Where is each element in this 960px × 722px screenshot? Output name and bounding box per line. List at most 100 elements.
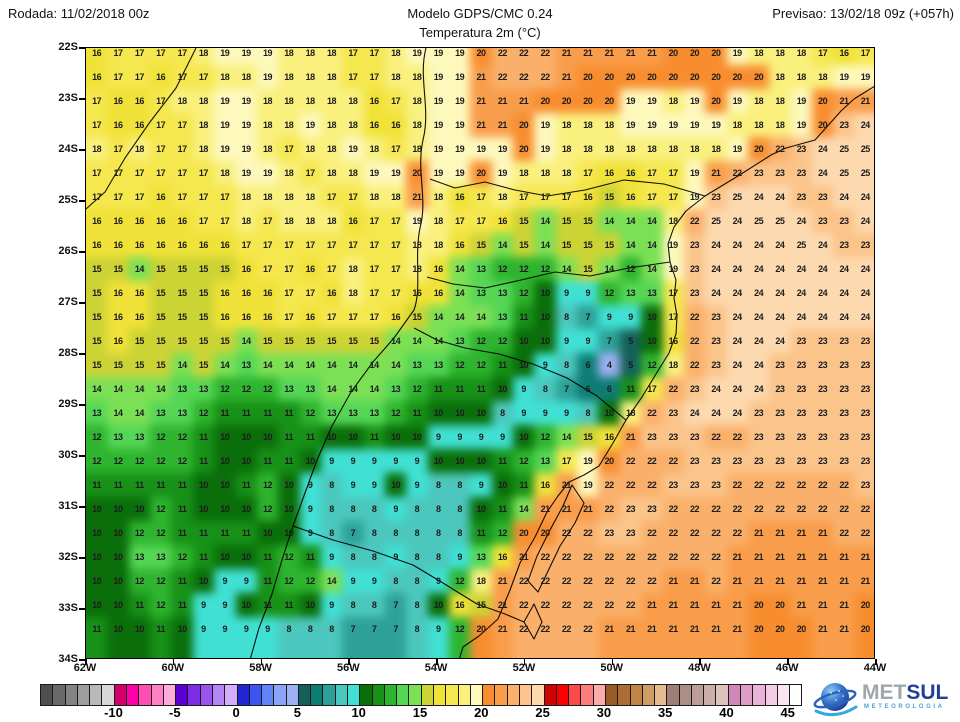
temp-value: 11 <box>305 432 315 442</box>
temp-value: 8 <box>414 504 420 514</box>
color-scale-segment <box>396 684 410 706</box>
temp-cell <box>214 161 237 186</box>
temp-value: 22 <box>647 576 657 586</box>
temp-cell <box>363 377 386 402</box>
temp-value: 16 <box>433 288 444 298</box>
temp-value: 17 <box>391 96 401 106</box>
color-scale-segment <box>776 684 791 706</box>
temp-value: 17 <box>476 192 486 202</box>
temp-value: 21 <box>519 552 529 562</box>
temp-value: 8 <box>457 528 462 538</box>
temp-value: 12 <box>647 360 657 370</box>
temp-cell <box>577 425 600 450</box>
temp-cell <box>769 89 792 114</box>
temp-cell <box>86 89 108 114</box>
temp-cell <box>299 48 322 66</box>
temp-value: 21 <box>711 168 721 178</box>
temp-value: 16 <box>113 336 123 346</box>
temp-cell <box>470 209 493 234</box>
temp-cell <box>619 113 642 138</box>
temp-value: 18 <box>326 72 337 82</box>
lat-axis-label: 27S <box>58 296 78 308</box>
temp-value: 8 <box>436 552 441 562</box>
temp-value: 15 <box>177 336 188 346</box>
temp-cell <box>86 353 108 378</box>
temp-value: 23 <box>860 360 871 370</box>
temp-value: 24 <box>754 288 764 298</box>
temp-value: 9 <box>222 600 228 610</box>
temp-cell <box>619 65 642 90</box>
temp-value: 18 <box>284 192 294 202</box>
temp-cell <box>662 161 685 186</box>
temp-cell <box>128 65 151 90</box>
temp-cell <box>235 233 258 258</box>
temp-value: 21 <box>754 576 764 586</box>
color-scale-segment <box>580 684 594 706</box>
temp-cell <box>534 233 557 258</box>
temp-value: 8 <box>371 504 377 514</box>
temp-cell <box>342 281 365 306</box>
temp-value: 25 <box>860 168 871 178</box>
color-scale-segment <box>347 684 361 706</box>
temp-cell <box>192 161 215 186</box>
temp-cell <box>235 449 258 474</box>
temp-value: 24 <box>754 192 764 202</box>
temp-value: 7 <box>393 624 398 634</box>
temp-value: 22 <box>732 168 743 178</box>
temp-value: 18 <box>326 168 337 178</box>
temp-value: 14 <box>220 360 230 370</box>
temp-value: 18 <box>284 72 294 82</box>
temp-cell <box>449 281 471 306</box>
temp-value: 9 <box>307 528 313 538</box>
temp-cell <box>598 281 621 306</box>
temp-value: 9 <box>414 456 420 466</box>
temp-value: 18 <box>391 72 401 82</box>
temp-value: 12 <box>284 576 294 586</box>
temp-cell <box>449 137 471 162</box>
temp-cell <box>278 305 301 330</box>
temp-value: 12 <box>540 432 551 442</box>
temp-cell <box>384 281 407 306</box>
temp-cell <box>128 161 151 186</box>
temp-value: 18 <box>284 168 294 178</box>
temp-cell <box>683 377 706 402</box>
temp-cell <box>726 113 749 138</box>
temp-cell <box>150 137 173 162</box>
temp-value: 18 <box>561 144 572 154</box>
temp-value: 16 <box>220 312 230 322</box>
temp-cell <box>534 209 557 234</box>
temp-value: 9 <box>222 576 228 586</box>
temp-cell <box>470 89 493 114</box>
temp-value: 22 <box>775 504 785 514</box>
temp-value: 22 <box>711 432 721 442</box>
temp-cell <box>320 137 343 162</box>
temp-value: 15 <box>177 264 188 274</box>
temp-value: 19 <box>305 120 316 130</box>
temp-value: 10 <box>433 600 444 610</box>
temp-value: 18 <box>305 72 316 82</box>
temp-value: 18 <box>668 360 679 370</box>
temp-cell <box>747 401 770 426</box>
temp-value: 18 <box>433 240 444 250</box>
temp-cell <box>683 48 706 66</box>
temp-cell <box>705 185 728 210</box>
temp-value: 13 <box>391 384 401 394</box>
temp-value: 15 <box>583 216 593 226</box>
temp-value: 9 <box>542 408 548 418</box>
temp-cell <box>790 233 813 258</box>
temp-value: 20 <box>561 96 572 106</box>
temp-value: 24 <box>732 384 743 394</box>
temp-value: 22 <box>625 600 636 610</box>
temp-value: 11 <box>498 456 507 466</box>
temp-value: 12 <box>455 624 465 634</box>
temp-value: 23 <box>775 408 785 418</box>
temp-value: 14 <box>433 336 444 346</box>
temp-cell <box>555 425 578 450</box>
temp-value: 22 <box>647 408 657 418</box>
temp-cell <box>598 329 621 354</box>
temp-value: 18 <box>754 96 764 106</box>
lat-tick <box>79 302 85 304</box>
temp-value: 16 <box>220 288 230 298</box>
temp-cell <box>171 305 194 330</box>
temp-value: 19 <box>732 96 743 106</box>
